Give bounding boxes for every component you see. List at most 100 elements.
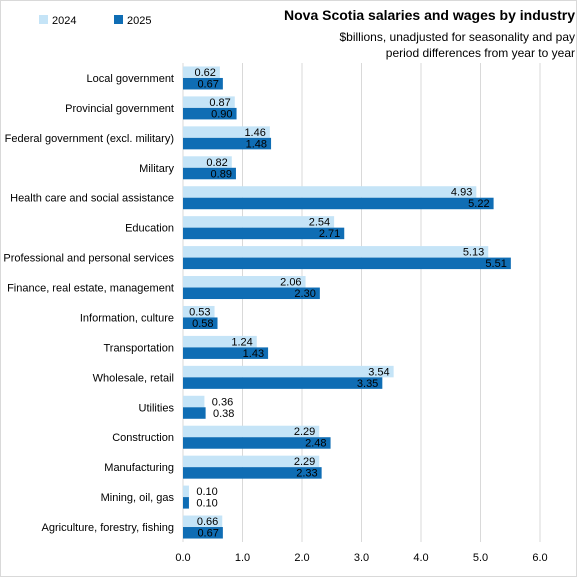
category-label: Wholesale, retail — [93, 372, 174, 384]
data-label-2025: 0.58 — [192, 318, 213, 330]
x-tick-label: 1.0 — [235, 552, 250, 564]
bar-2024-6 — [183, 246, 489, 258]
bar-2024-1 — [183, 96, 235, 108]
data-label-2024: 0.10 — [196, 486, 217, 498]
data-label-2024: 1.24 — [231, 336, 252, 348]
bar-2025-8 — [183, 317, 218, 329]
chart-title: Nova Scotia salaries and wages by indust… — [284, 7, 575, 23]
bar-2025-4 — [183, 197, 494, 210]
x-axis-tick-labels: 0.0 1.0 2.0 3.0 4.0 5.0 6.0 — [175, 552, 547, 564]
data-label-2024: 1.46 — [244, 127, 265, 139]
bar-2025-9 — [183, 347, 269, 359]
data-label-2025: 2.48 — [305, 438, 326, 450]
data-label-2025: 5.51 — [485, 258, 506, 270]
data-label-2024: 2.06 — [280, 277, 301, 289]
data-label-2024: 3.54 — [368, 366, 389, 378]
bar-2025-3 — [183, 167, 236, 180]
bar-2025-2 — [183, 137, 272, 150]
bar-2025-13 — [183, 467, 322, 479]
data-label-2025: 2.71 — [319, 228, 340, 240]
category-label: Provincial government — [65, 103, 174, 115]
bar-2025-14 — [183, 497, 189, 509]
bar-2024-15 — [183, 515, 223, 528]
legend-label: 2024 — [52, 15, 76, 27]
category-label: Military — [139, 163, 174, 175]
bars — [183, 66, 511, 539]
data-label-2024: 0.82 — [206, 157, 227, 169]
bar-2024-5 — [183, 216, 335, 228]
x-tick-label: 2.0 — [294, 552, 309, 564]
category-label: Manufacturing — [104, 462, 174, 474]
data-label-2025: 0.67 — [197, 528, 218, 540]
data-label-2025: 2.33 — [296, 468, 317, 480]
chart-subtitle-line-1: $billions, unadjusted for seasonality an… — [340, 30, 576, 44]
category-label: Agriculture, forestry, fishing — [42, 522, 174, 534]
bar-2024-8 — [183, 305, 215, 318]
bar-2025-0 — [183, 77, 223, 90]
category-label: Construction — [112, 432, 174, 444]
data-label-2024: 2.29 — [294, 456, 315, 468]
category-label: Transportation — [103, 342, 174, 354]
bar-2025-7 — [183, 287, 320, 300]
category-label: Finance, real estate, management — [7, 283, 174, 295]
data-label-2025: 0.38 — [213, 408, 234, 420]
legend-swatch-2025 — [114, 15, 123, 24]
chart-header: Nova Scotia salaries and wages by indust… — [284, 7, 575, 60]
data-label-2024: 0.36 — [212, 396, 233, 408]
data-label-2025: 0.67 — [197, 78, 218, 90]
data-label-2024: 4.93 — [451, 187, 472, 199]
data-label-2024: 0.53 — [189, 306, 210, 318]
category-label: Health care and social assistance — [10, 193, 174, 205]
bar-2025-1 — [183, 107, 237, 120]
bar-2025-5 — [183, 227, 345, 240]
legend-label: 2025 — [127, 15, 151, 27]
bar-2024-4 — [183, 186, 477, 198]
bar-2024-13 — [183, 455, 320, 468]
category-label: Professional and personal services — [3, 253, 174, 265]
bar-2024-2 — [183, 126, 270, 138]
data-label-2024: 2.54 — [309, 217, 330, 229]
data-label-2024: 0.62 — [194, 67, 215, 79]
bar-2024-14 — [183, 485, 189, 498]
category-label: Education — [125, 223, 174, 235]
legend: 2024 2025 — [39, 15, 151, 27]
category-label: Utilities — [139, 402, 175, 414]
data-label-2025: 0.90 — [211, 108, 232, 120]
data-labels: 0.620.670.870.901.461.480.820.894.935.22… — [189, 67, 507, 540]
data-label-2025: 5.22 — [468, 198, 489, 210]
category-label: Mining, oil, gas — [101, 492, 175, 504]
bar-2024-11 — [183, 395, 205, 408]
chart-subtitle-line-2: period differences from year to year — [386, 46, 575, 60]
legend-swatch-2024 — [39, 15, 48, 24]
bar-2024-7 — [183, 276, 306, 288]
bar-2025-15 — [183, 527, 223, 539]
x-tick-label: 4.0 — [413, 552, 428, 564]
bar-2025-6 — [183, 257, 511, 270]
data-label-2024: 0.66 — [197, 516, 218, 528]
bar-2024-10 — [183, 365, 394, 378]
category-label: Federal government (excl. military) — [5, 133, 174, 145]
x-tick-label: 3.0 — [354, 552, 369, 564]
bar-2025-12 — [183, 437, 331, 449]
data-label-2024: 0.87 — [209, 97, 230, 109]
data-label-2025: 2.30 — [294, 288, 315, 300]
bar-2024-0 — [183, 66, 220, 78]
bar-2024-9 — [183, 335, 257, 348]
data-label-2025: 1.48 — [246, 138, 267, 150]
data-label-2024: 2.29 — [294, 426, 315, 438]
data-label-2025: 0.10 — [196, 498, 217, 510]
category-labels: Local government Provincial government Fed… — [3, 73, 174, 534]
category-label: Information, culture — [80, 312, 174, 324]
category-label: Local government — [87, 73, 174, 85]
data-label-2025: 3.35 — [357, 378, 378, 390]
x-tick-label: 5.0 — [473, 552, 488, 564]
bar-2024-3 — [183, 156, 232, 168]
x-tick-label: 6.0 — [532, 552, 547, 564]
bar-2025-10 — [183, 377, 383, 389]
data-label-2024: 5.13 — [463, 247, 484, 259]
data-label-2025: 1.43 — [243, 348, 264, 360]
bar-2024-12 — [183, 425, 320, 438]
x-tick-label: 0.0 — [175, 552, 190, 564]
